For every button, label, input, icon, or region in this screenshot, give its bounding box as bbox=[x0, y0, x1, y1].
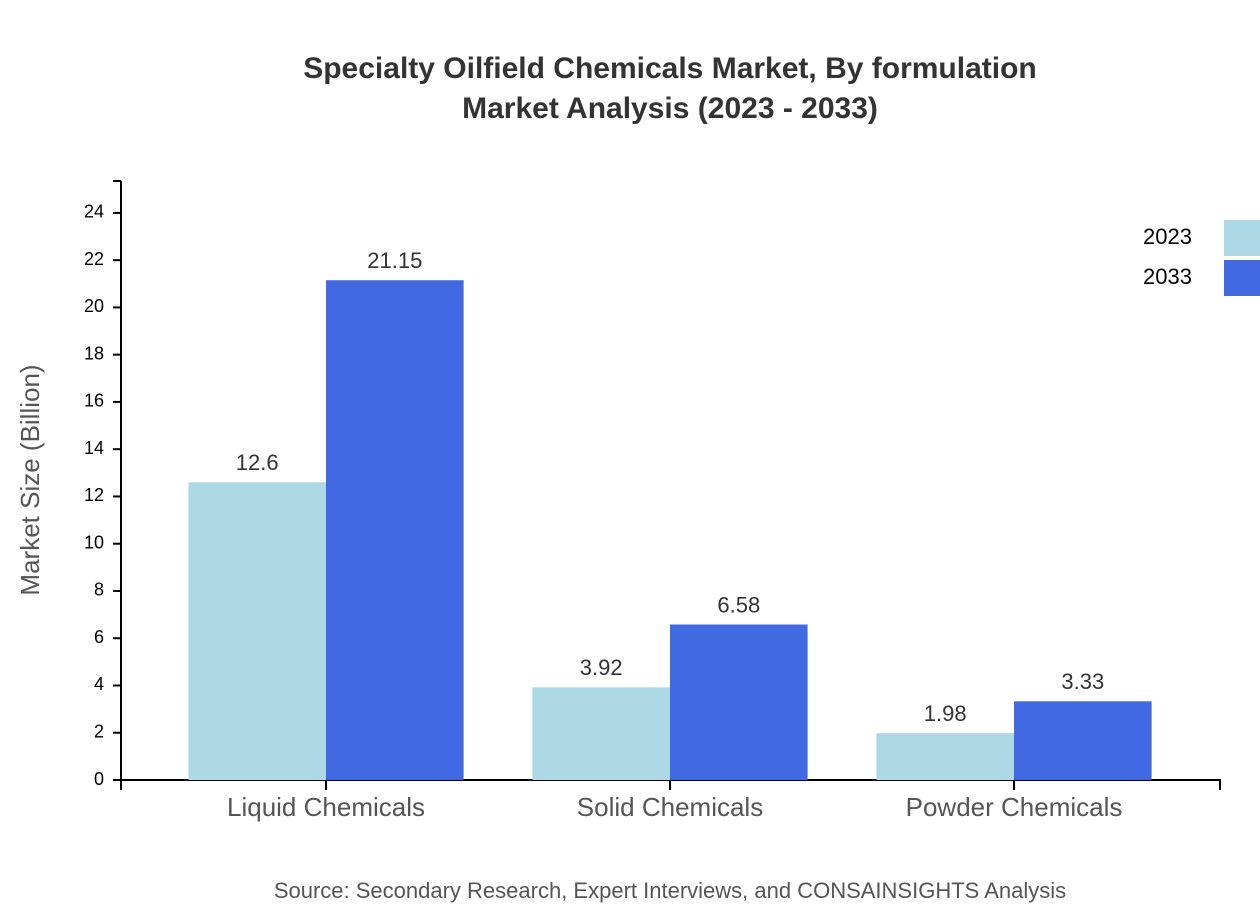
y-tick-label: 14 bbox=[84, 438, 104, 458]
y-axis-label: Market Size (Billion) bbox=[15, 364, 45, 595]
y-tick-label: 2 bbox=[94, 721, 104, 741]
x-tick-label: Powder Chemicals bbox=[906, 792, 1123, 822]
bar bbox=[670, 624, 808, 780]
y-tick-label: 12 bbox=[84, 485, 104, 505]
bar bbox=[532, 687, 670, 780]
value-label: 1.98 bbox=[924, 701, 967, 726]
y-tick-label: 22 bbox=[84, 249, 104, 269]
bar bbox=[876, 733, 1014, 780]
y-tick-label: 24 bbox=[84, 202, 104, 222]
y-tick-label: 10 bbox=[84, 532, 104, 552]
bar bbox=[1014, 701, 1152, 780]
source-note: Source: Secondary Research, Expert Inter… bbox=[274, 878, 1066, 903]
legend-swatch bbox=[1224, 260, 1260, 296]
value-label: 21.15 bbox=[367, 248, 422, 273]
bar bbox=[188, 482, 326, 780]
value-label: 3.92 bbox=[580, 655, 623, 680]
x-tick-label: Liquid Chemicals bbox=[227, 792, 425, 822]
bar bbox=[326, 280, 464, 780]
y-tick-label: 20 bbox=[84, 296, 104, 316]
value-label: 6.58 bbox=[717, 592, 760, 617]
y-tick-label: 16 bbox=[84, 391, 104, 411]
y-tick-label: 0 bbox=[94, 769, 104, 789]
y-tick-label: 18 bbox=[84, 343, 104, 363]
value-label: 12.6 bbox=[236, 450, 279, 475]
chart-subtitle: Market Analysis (2023 - 2033) bbox=[462, 92, 878, 125]
chart-title: Specialty Oilfield Chemicals Market, By … bbox=[303, 52, 1037, 85]
y-tick-label: 6 bbox=[94, 627, 104, 647]
legend-swatch bbox=[1224, 220, 1260, 256]
legend-label: 2023 bbox=[1143, 224, 1192, 249]
x-tick-label: Solid Chemicals bbox=[577, 792, 763, 822]
y-tick-label: 4 bbox=[94, 674, 104, 694]
y-tick-label: 8 bbox=[94, 580, 104, 600]
value-label: 3.33 bbox=[1061, 669, 1104, 694]
legend-label: 2033 bbox=[1143, 264, 1192, 289]
